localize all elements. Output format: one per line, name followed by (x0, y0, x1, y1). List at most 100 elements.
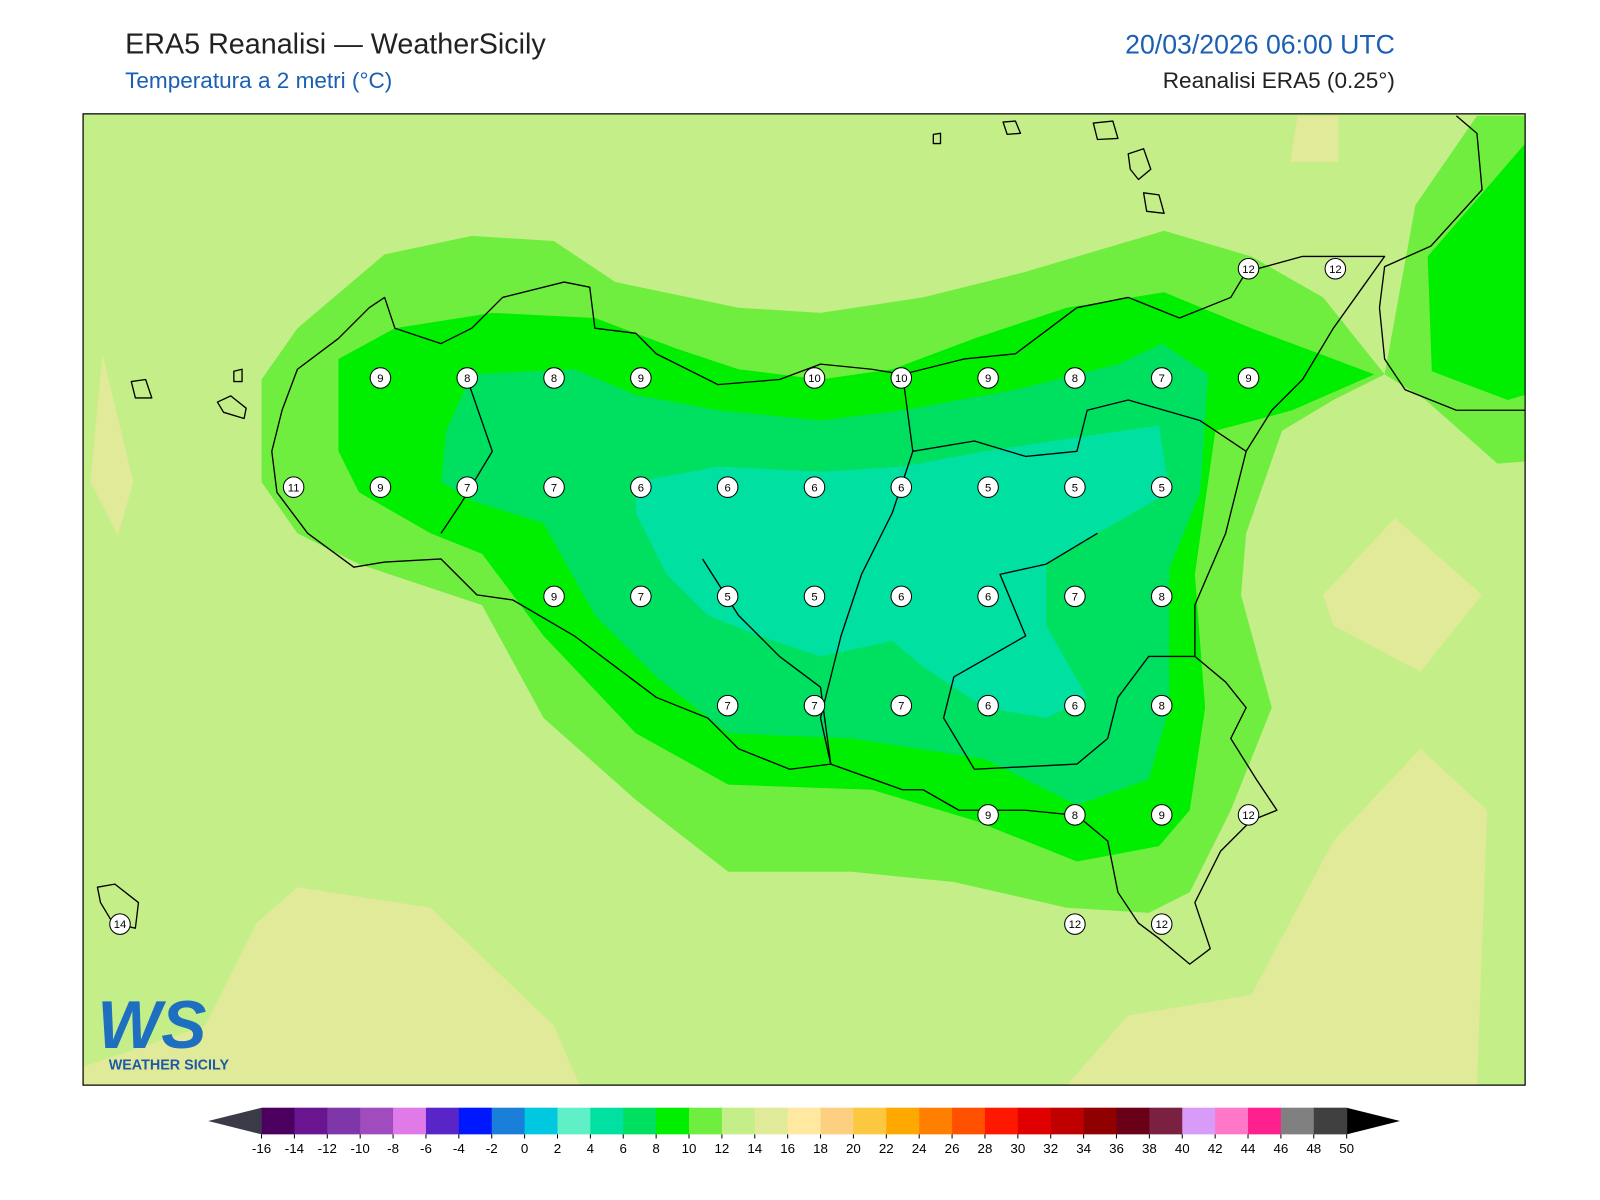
station-value: 5 (725, 592, 731, 604)
station-marker (890, 476, 913, 498)
colorbar-box (919, 1107, 953, 1135)
colorbar-tick-label: 28 (978, 1141, 993, 1156)
colorbar-tick-label: 20 (846, 1141, 861, 1156)
colorbar-tick-label: 50 (1339, 1141, 1354, 1156)
colorbar-tick-label: 42 (1208, 1141, 1223, 1156)
station-value: 6 (898, 482, 904, 494)
station-value: 9 (1245, 373, 1251, 385)
colorbar-tick-label: 46 (1273, 1141, 1288, 1156)
colorbar-tick-label: 32 (1043, 1141, 1058, 1156)
colorbar-tick-label: 10 (682, 1141, 697, 1156)
colorbar-box (1149, 1107, 1183, 1135)
station-value: 5 (1159, 482, 1165, 494)
colorbar-box (1182, 1107, 1216, 1135)
colorbar-tick-label: -16 (252, 1141, 271, 1156)
station-marker (1064, 694, 1086, 717)
colorbar-box (524, 1107, 558, 1135)
colorbar-box (689, 1107, 723, 1135)
colorbar-tick-label: -8 (387, 1141, 399, 1156)
colorbar-box (491, 1107, 526, 1135)
station-value: 7 (464, 482, 470, 494)
station-marker (1237, 804, 1260, 826)
station-value: 9 (985, 810, 991, 822)
station-value: 7 (811, 701, 817, 713)
colorbar-box (294, 1107, 328, 1135)
station-value: 5 (811, 592, 817, 604)
station-marker (1064, 913, 1086, 935)
colorbar-box (1215, 1107, 1249, 1135)
colorbar-tick-label: 0 (521, 1141, 528, 1156)
colorbar-tick-label: 30 (1010, 1141, 1025, 1156)
station-marker (630, 367, 652, 389)
colorbar-tick-label: 6 (620, 1141, 627, 1156)
station-marker (1064, 585, 1086, 608)
station-marker (716, 694, 739, 717)
station-labels: 12 12 9 8 8 9 10 10 9 8 7 9 11 9 7 7 6 6 6 6 5 5 5 9 7 5 5 6 6 7 8 7 7 7 6… (109, 257, 1347, 935)
station-value: 12 (1329, 264, 1342, 276)
station-marker (977, 367, 999, 389)
station-value: 9 (377, 482, 383, 494)
station-value: 10 (808, 373, 821, 385)
colorbar-tick-label: -4 (453, 1141, 465, 1156)
station-marker (1064, 476, 1086, 498)
station-marker (282, 476, 305, 498)
station-value: 7 (1072, 592, 1078, 604)
colorbar-box (623, 1107, 657, 1135)
station-marker (1150, 476, 1173, 498)
colorbar-tick-label: 2 (554, 1141, 561, 1156)
station-value: 6 (1072, 701, 1078, 713)
station-value: 10 (895, 373, 908, 385)
colorbar-tick-label: 12 (714, 1141, 729, 1156)
colorbar-box (787, 1107, 822, 1135)
station-marker (456, 367, 479, 389)
colorbar-tick-label: 36 (1109, 1141, 1124, 1156)
colorbar-tick-label: -14 (285, 1141, 305, 1156)
station-marker (1150, 367, 1173, 389)
colorbar-box (393, 1107, 427, 1135)
colorbar-box (1313, 1107, 1348, 1135)
colorbar-box (360, 1107, 394, 1135)
colorbar-tick-label: -10 (351, 1141, 370, 1156)
colorbar-box (590, 1107, 624, 1135)
colorbar-box (458, 1107, 493, 1135)
colorbar-over (1346, 1107, 1400, 1135)
station-value: 12 (1242, 810, 1255, 822)
station-value: 8 (551, 373, 557, 385)
station-value: 9 (1159, 810, 1165, 822)
station-value: 8 (1159, 592, 1165, 604)
station-value: 5 (1072, 482, 1078, 494)
station-marker (369, 367, 392, 389)
colorbar-box (656, 1107, 690, 1135)
station-marker (1150, 694, 1173, 717)
station-marker (543, 585, 565, 608)
station-value: 8 (1159, 701, 1165, 713)
logo-mark: WS (97, 988, 206, 1063)
station-value: 7 (1159, 373, 1165, 385)
colorbar-box (984, 1107, 1019, 1135)
station-value: 6 (985, 701, 991, 713)
colorbar-tick-label: 26 (945, 1141, 960, 1156)
colorbar-box (1116, 1107, 1150, 1135)
station-marker (1150, 804, 1173, 826)
station-marker (977, 476, 999, 498)
station-value: 9 (377, 373, 383, 385)
station-marker (1150, 913, 1173, 935)
station-value: 6 (638, 482, 644, 494)
logo: WS WEATHER SICILY (97, 988, 229, 1074)
station-value: 6 (725, 482, 731, 494)
station-value: 12 (1155, 919, 1168, 931)
source: Reanalisi ERA5 (0.25°) (1163, 68, 1395, 93)
temperature-field (83, 113, 1526, 1086)
subtitle: Temperatura a 2 metri (°C) (125, 68, 392, 93)
title: ERA5 Reanalisi — WeatherSicily (125, 28, 546, 60)
colorbar-box (1050, 1107, 1085, 1135)
station-value: 9 (638, 373, 644, 385)
colorbar-box (1017, 1107, 1052, 1135)
colorbar-box (1280, 1107, 1315, 1135)
station-value: 12 (1242, 264, 1255, 276)
colorbar-tick-label: 34 (1076, 1141, 1091, 1156)
colorbar: -16 -14 -12 -10 -8 -6 -4 -2 0 2 4 6 8 10 12 14 16 18 20 22 2… (208, 1107, 1400, 1156)
station-marker (109, 913, 131, 935)
station-marker (977, 694, 999, 717)
